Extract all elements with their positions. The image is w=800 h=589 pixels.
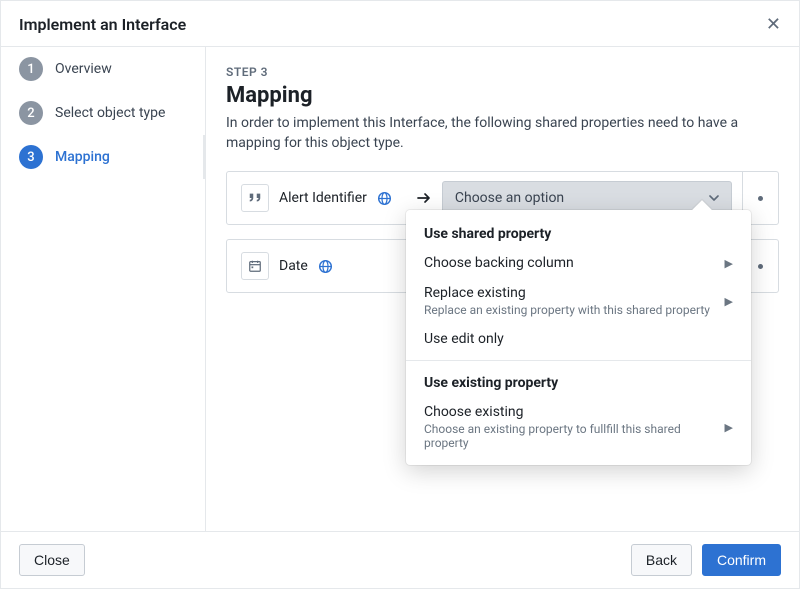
dialog-title: Implement an Interface bbox=[19, 15, 186, 34]
popover-item-title: Replace existing bbox=[424, 285, 715, 301]
popover-section-title: Use shared property bbox=[406, 218, 751, 248]
step-indicator: STEP 3 bbox=[226, 65, 779, 79]
popover-inner: Use shared property Choose backing colum… bbox=[406, 210, 751, 465]
popover-item-subtitle: Choose an existing property to fullfill … bbox=[424, 422, 715, 450]
calendar-icon bbox=[241, 252, 269, 280]
close-icon[interactable]: ✕ bbox=[766, 16, 781, 34]
mapping-row-left: Date bbox=[227, 240, 347, 292]
confirm-button[interactable]: Confirm bbox=[702, 544, 781, 576]
globe-icon bbox=[377, 191, 392, 206]
step-badge: 2 bbox=[19, 101, 43, 125]
dot-icon bbox=[758, 264, 763, 269]
footer-right: Back Confirm bbox=[631, 544, 781, 576]
step-label: Overview bbox=[55, 61, 112, 77]
field-name: Date bbox=[279, 258, 308, 274]
page-title: Mapping bbox=[226, 83, 779, 108]
popover-item-replace-existing[interactable]: Replace existing Replace an existing pro… bbox=[406, 278, 751, 324]
step-badge: 3 bbox=[19, 145, 43, 169]
page-description: In order to implement this Interface, th… bbox=[226, 114, 779, 153]
quote-icon bbox=[241, 184, 269, 212]
popover-divider bbox=[406, 360, 751, 361]
chevron-right-icon: ▶ bbox=[725, 257, 733, 270]
chevron-right-icon: ▶ bbox=[725, 421, 733, 434]
field-name: Alert Identifier bbox=[279, 190, 367, 206]
popover-item-labels: Choose existing Choose an existing prope… bbox=[424, 404, 715, 450]
popover-item-use-edit-only[interactable]: Use edit only bbox=[406, 324, 751, 354]
popover-item-labels: Replace existing Replace an existing pro… bbox=[424, 285, 715, 317]
sidebar-step-mapping[interactable]: 3 Mapping bbox=[1, 135, 205, 179]
option-select-popover: Use shared property Choose backing colum… bbox=[406, 210, 751, 465]
popover-item-title: Use edit only bbox=[424, 331, 733, 347]
popover-item-labels: Choose backing column bbox=[424, 255, 715, 271]
popover-item-choose-backing-column[interactable]: Choose backing column ▶ bbox=[406, 248, 751, 278]
popover-item-title: Choose backing column bbox=[424, 255, 715, 271]
sidebar: 1 Overview 2 Select object type 3 Mappin… bbox=[1, 47, 206, 531]
dot-icon bbox=[758, 196, 763, 201]
popover-section-title: Use existing property bbox=[406, 367, 751, 397]
back-button[interactable]: Back bbox=[631, 544, 692, 576]
step-label: Mapping bbox=[55, 149, 110, 165]
sidebar-step-overview[interactable]: 1 Overview bbox=[1, 47, 205, 91]
step-badge: 1 bbox=[19, 57, 43, 81]
select-label: Choose an option bbox=[455, 190, 564, 206]
popover-item-labels: Use edit only bbox=[424, 331, 733, 347]
sidebar-step-select-object-type[interactable]: 2 Select object type bbox=[1, 91, 205, 135]
dialog-header: Implement an Interface ✕ bbox=[1, 1, 799, 47]
globe-icon bbox=[318, 259, 333, 274]
popover-item-subtitle: Replace an existing property with this s… bbox=[424, 303, 715, 317]
mapping-row-left: Alert Identifier bbox=[227, 172, 406, 224]
popover-item-title: Choose existing bbox=[424, 404, 715, 420]
dialog-footer: Close Back Confirm bbox=[1, 531, 799, 588]
popover-item-choose-existing[interactable]: Choose existing Choose an existing prope… bbox=[406, 397, 751, 457]
chevron-right-icon: ▶ bbox=[725, 295, 733, 308]
close-button[interactable]: Close bbox=[19, 544, 85, 576]
chevron-down-icon bbox=[709, 193, 719, 203]
step-label: Select object type bbox=[55, 105, 165, 121]
